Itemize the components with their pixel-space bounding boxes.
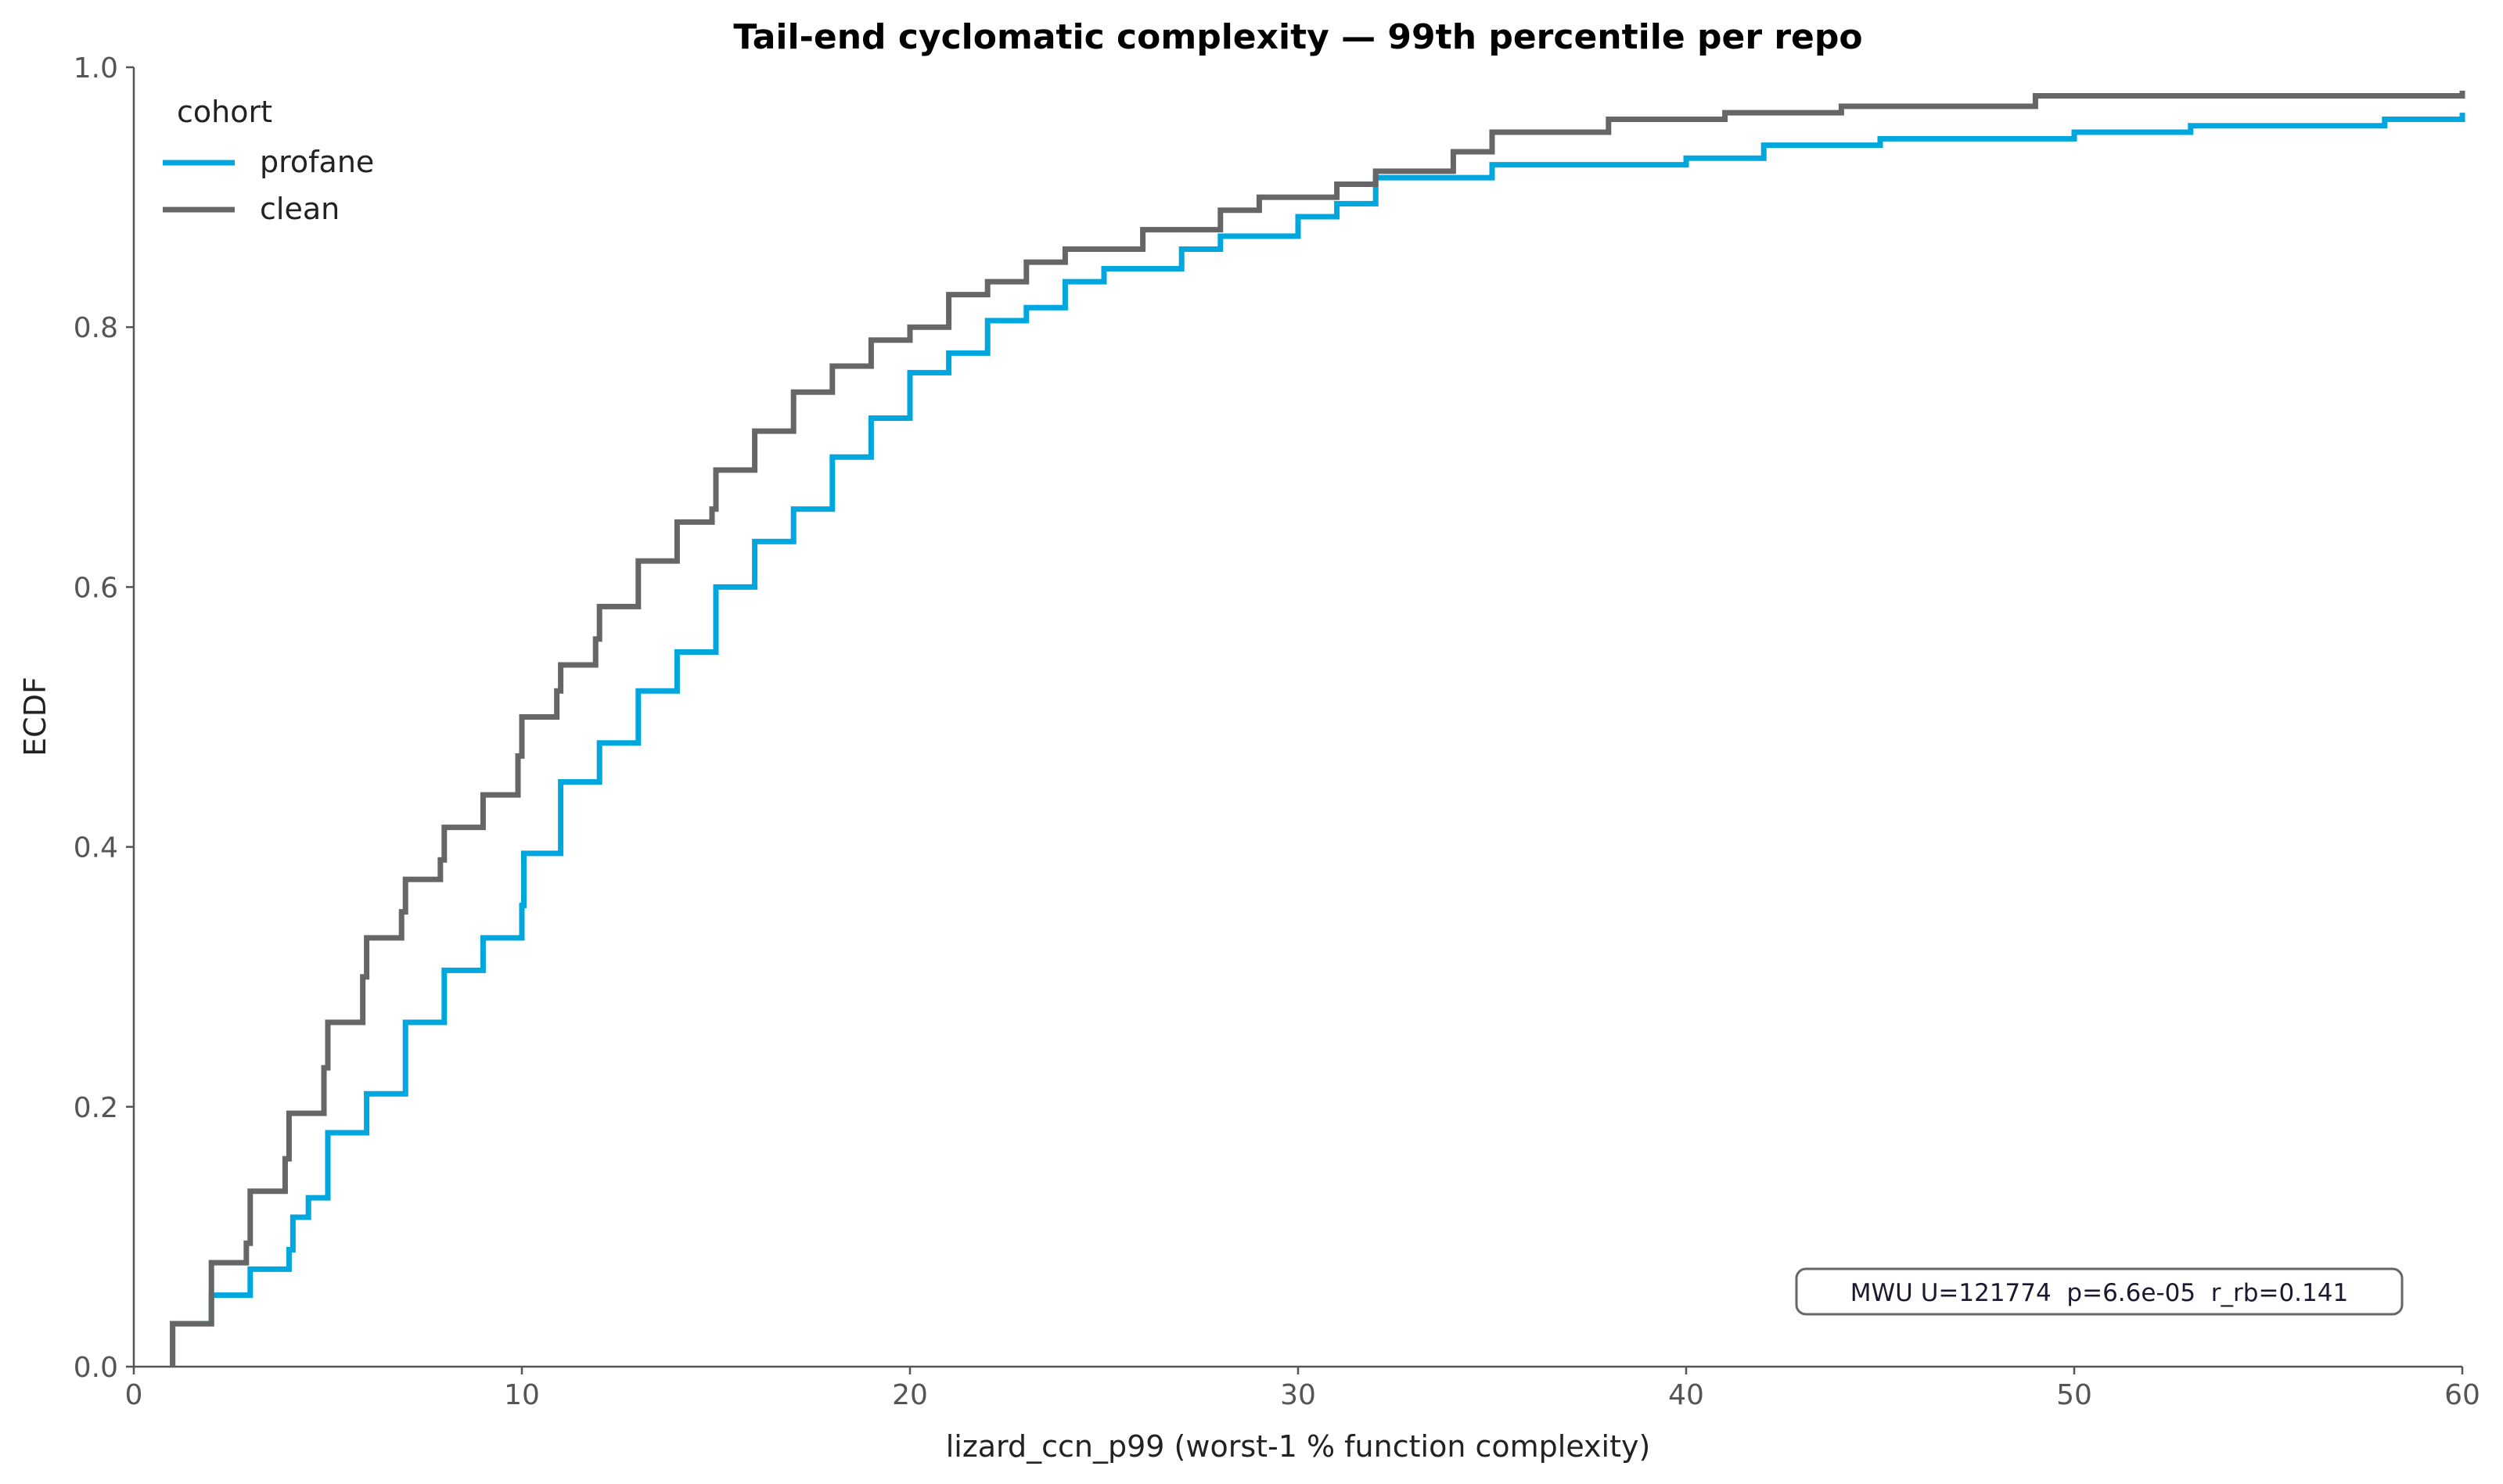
- chart-title: Tail-end cyclomatic complexity — 99th pe…: [733, 17, 1862, 57]
- legend-title: cohort: [177, 95, 272, 129]
- annotation-box: [1795, 1267, 2404, 1316]
- x-tick-label: 10: [504, 1379, 540, 1411]
- y-axis-label: ECDF: [18, 677, 52, 756]
- axes: 0 10 20 30 40 50 60 0.0 0.2 0.4 0.6 0.8 1.0: [74, 52, 2480, 1411]
- x-axis-label: lizard_ccn_p99 (worst-1 % function compl…: [946, 1429, 1651, 1464]
- y-tick-label: 0.6: [74, 572, 118, 604]
- legend-label-profane: profane: [260, 145, 374, 179]
- y-tick-label: 0.8: [74, 312, 118, 344]
- series-group: [170, 90, 2465, 1367]
- ecdf-line-clean: [170, 90, 2465, 1367]
- legend-label-clean: clean: [260, 192, 340, 226]
- ecdf-line-profane: [170, 113, 2465, 1367]
- y-tick-label: 0.0: [74, 1352, 118, 1384]
- x-tick-label: 20: [892, 1379, 928, 1411]
- x-tick-label: 0: [125, 1379, 143, 1411]
- y-tick-label: 1.0: [74, 52, 118, 84]
- y-tick-label: 0.2: [74, 1092, 118, 1124]
- x-tick-label: 40: [1668, 1379, 1704, 1411]
- x-tick-label: 60: [2444, 1379, 2480, 1411]
- annotation-text: MWU U=121774 p=6.6e-05 r_rb=0.141: [1850, 1279, 2348, 1307]
- stats-annotation: MWU U=121774 p=6.6e-05 r_rb=0.141: [1795, 1267, 2404, 1316]
- y-tick-label: 0.4: [74, 832, 118, 864]
- x-tick-label: 30: [1280, 1379, 1316, 1411]
- x-tick-label: 50: [2056, 1379, 2092, 1411]
- legend: cohort profane clean: [163, 95, 374, 226]
